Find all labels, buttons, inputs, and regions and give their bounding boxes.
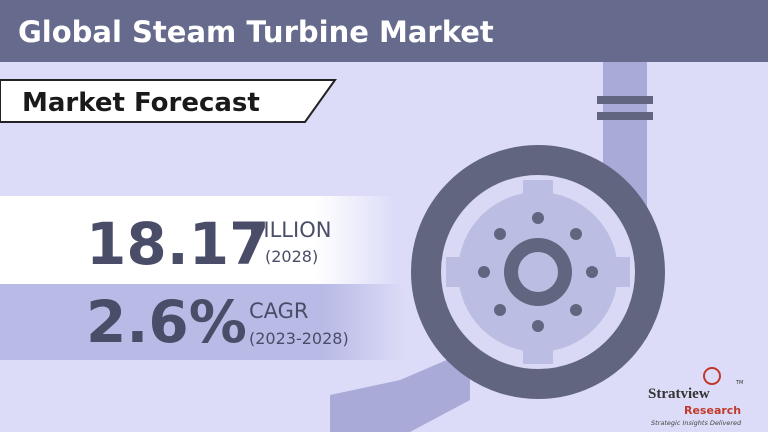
stat-unit: BILLION xyxy=(249,218,331,242)
subtitle-box xyxy=(0,79,337,123)
pipe-flange xyxy=(597,112,653,120)
logo-tm: TM xyxy=(735,380,743,386)
turbine-gear xyxy=(446,180,630,364)
stat-band xyxy=(0,196,395,284)
pipe-flange xyxy=(597,96,653,104)
title: Global Steam Turbine Market xyxy=(18,15,494,49)
title-banner xyxy=(0,0,768,62)
subtitle: Market Forecast xyxy=(22,88,260,118)
stat-period: (2028) xyxy=(265,247,318,266)
stat-band xyxy=(0,284,405,360)
logo-tagline: Strategic Insights Delivered xyxy=(651,419,742,427)
logo-name: Stratview xyxy=(648,386,710,402)
logo: Stratview TM Research Strategic Insights… xyxy=(648,367,743,427)
logo-icon xyxy=(703,367,721,385)
stat-period: (2023-2028) xyxy=(249,329,349,348)
logo-sub: Research xyxy=(684,404,741,417)
pipe-bottom xyxy=(330,350,470,432)
stat-value: 2.6% xyxy=(86,288,247,356)
stat-value: 18.17 xyxy=(86,210,269,278)
stat-unit: CAGR xyxy=(249,299,309,323)
